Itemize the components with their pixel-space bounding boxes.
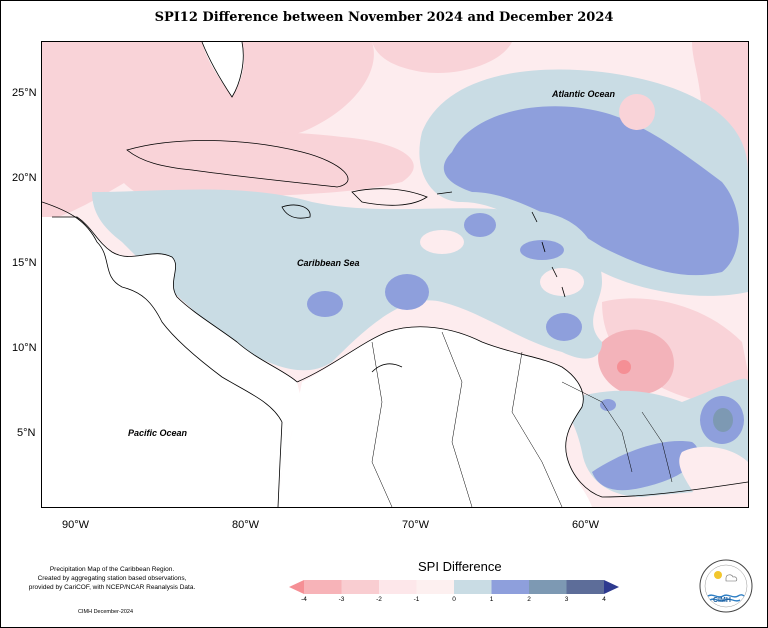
pink-zone-east-core bbox=[598, 329, 674, 395]
coastlines bbox=[42, 42, 748, 507]
pink-zone-guiana bbox=[679, 446, 748, 507]
legend-arrow-left bbox=[289, 580, 304, 594]
legend-tick-label: -1 bbox=[413, 596, 420, 603]
pink-spot-caribbean-2 bbox=[540, 268, 584, 296]
legend-tick-label: 3 bbox=[564, 596, 569, 603]
blue-spot-c bbox=[307, 291, 343, 317]
lon-label-80w: 80°W bbox=[232, 519, 260, 531]
credits-line-3: provided by CariCOF, with NCEP/NCAR Rean… bbox=[28, 584, 196, 591]
lon-label-70w: 70°W bbox=[402, 519, 430, 531]
legend-swatch bbox=[529, 580, 567, 594]
legend-swatch bbox=[491, 580, 529, 594]
legend-svg bbox=[289, 580, 619, 594]
legend-tick-label: 2 bbox=[527, 596, 531, 603]
legend-tick-label: -2 bbox=[376, 596, 382, 603]
legend-swatch bbox=[379, 580, 417, 594]
blue-spot-a bbox=[464, 213, 496, 237]
legend-tick-label: 0 bbox=[452, 596, 456, 603]
sun-icon bbox=[714, 571, 722, 579]
cimh-logo-text: CIMH bbox=[713, 597, 731, 604]
lat-label-10n: 10°N bbox=[12, 342, 37, 354]
land-florida bbox=[202, 42, 244, 97]
legend-tick-label: 1 bbox=[489, 596, 494, 603]
blue-zone-guiana-core bbox=[592, 441, 698, 491]
lat-label-5n: 5°N bbox=[17, 427, 36, 439]
pink-spot-atlantic bbox=[619, 94, 655, 130]
pacific-ocean-label: Pacific Ocean bbox=[128, 428, 188, 438]
cimh-logo bbox=[698, 558, 754, 614]
blue-spot-b bbox=[520, 240, 564, 260]
legend-swatch bbox=[454, 580, 492, 594]
blue-spot-d bbox=[385, 274, 429, 310]
pink-zone-east-peak bbox=[617, 360, 631, 374]
spi-map bbox=[42, 42, 748, 507]
land-south-america bbox=[277, 326, 592, 507]
credits-block: Precipitation Map of the Caribbean Regio… bbox=[12, 565, 212, 592]
pink-zone-north bbox=[372, 42, 512, 73]
legend-arrow-right bbox=[604, 580, 619, 594]
blue-spot-e bbox=[546, 313, 582, 341]
cloud-icon bbox=[725, 574, 738, 582]
blue-spot-f-core bbox=[713, 408, 733, 432]
wave-icon-2 bbox=[709, 598, 741, 602]
legend-title: SPI Difference bbox=[418, 559, 502, 574]
lon-label-90w: 90°W bbox=[62, 519, 90, 531]
atlantic-ocean-label: Atlantic Ocean bbox=[552, 89, 616, 99]
lat-label-15n: 15°N bbox=[12, 257, 37, 269]
credits-line-2: Created by aggregating station based obs… bbox=[37, 575, 187, 582]
legend-swatch bbox=[416, 580, 454, 594]
legend-swatch bbox=[341, 580, 379, 594]
lon-label-60w: 60°W bbox=[572, 519, 600, 531]
caribbean-sea-label: Caribbean Sea bbox=[297, 258, 360, 268]
credits-footer: CIMH December-2024 bbox=[78, 609, 134, 615]
wave-icon bbox=[707, 594, 745, 598]
credits-line-1: Precipitation Map of the Caribbean Regio… bbox=[49, 566, 175, 573]
pink-spot-caribbean bbox=[420, 230, 464, 254]
blue-spot-g bbox=[600, 399, 616, 411]
land-central-america bbox=[42, 217, 302, 507]
legend-tick-label: -3 bbox=[338, 596, 345, 603]
legend-tick-label: -4 bbox=[301, 596, 307, 603]
legend-swatch bbox=[304, 580, 342, 594]
blue-zone-atlantic-core bbox=[443, 106, 739, 276]
pink-zone-cuba bbox=[102, 131, 414, 205]
legend-swatch bbox=[566, 580, 604, 594]
lat-label-25n: 25°N bbox=[12, 87, 37, 99]
legend-colorbar bbox=[289, 577, 619, 602]
map-title: SPI12 Difference between November 2024 a… bbox=[154, 10, 614, 25]
country-borders bbox=[371, 331, 673, 507]
map-panel[interactable] bbox=[41, 41, 749, 508]
lat-label-20n: 20°N bbox=[12, 172, 37, 184]
legend-tick-label: 4 bbox=[602, 596, 606, 603]
